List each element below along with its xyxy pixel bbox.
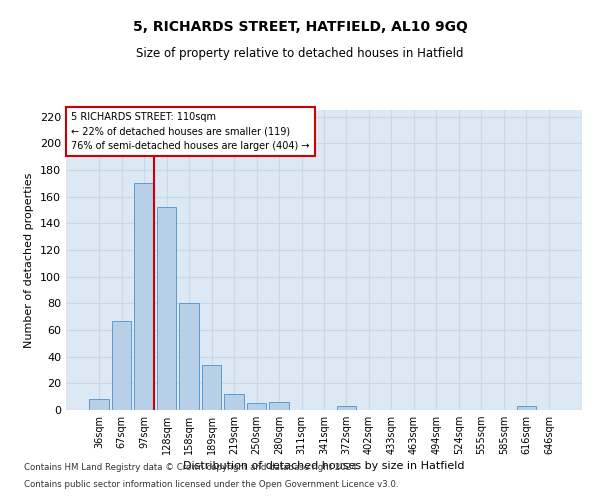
Bar [269,402,289,410]
Bar [157,208,176,410]
Text: Contains public sector information licensed under the Open Government Licence v3: Contains public sector information licen… [24,480,398,489]
X-axis label: Distribution of detached houses by size in Hatfield: Distribution of detached houses by size … [183,462,465,471]
Bar [134,184,154,410]
Bar [517,406,536,410]
Bar [112,320,131,410]
Text: 5 RICHARDS STREET: 110sqm
← 22% of detached houses are smaller (119)
76% of semi: 5 RICHARDS STREET: 110sqm ← 22% of detac… [71,112,310,151]
Bar [224,394,244,410]
Bar [89,400,109,410]
Bar [179,304,199,410]
Bar [337,406,356,410]
Y-axis label: Number of detached properties: Number of detached properties [25,172,34,348]
Text: 5, RICHARDS STREET, HATFIELD, AL10 9GQ: 5, RICHARDS STREET, HATFIELD, AL10 9GQ [133,20,467,34]
Bar [247,404,266,410]
Text: Contains HM Land Registry data © Crown copyright and database right 2024.: Contains HM Land Registry data © Crown c… [24,464,359,472]
Text: Size of property relative to detached houses in Hatfield: Size of property relative to detached ho… [136,48,464,60]
Bar [202,364,221,410]
